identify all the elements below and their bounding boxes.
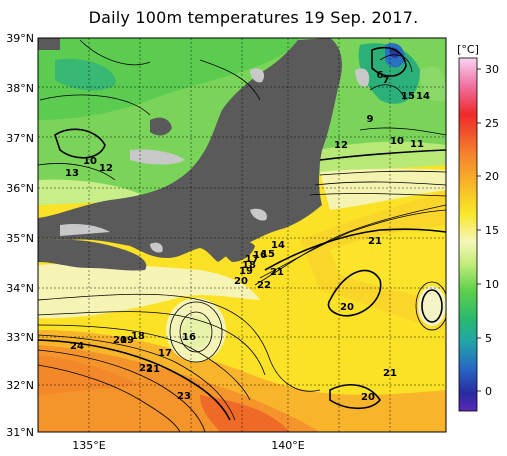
contour-value-labels: 6 7 15 14 9 10 11 12 10 12 13 21 14 15 1… <box>65 70 430 403</box>
contour-label: 12 <box>99 163 113 174</box>
longitude-labels: 135°E 140°E <box>72 439 304 452</box>
lon-label: 135°E <box>72 439 105 452</box>
contour-label: 14 <box>416 91 430 102</box>
contour-label: 11 <box>410 139 424 150</box>
lat-label: 39°N <box>6 32 34 45</box>
colorbar-tick: 10 <box>485 278 499 291</box>
colorbar-tick: 30 <box>485 63 499 76</box>
contour-label: 22 <box>257 280 271 291</box>
colorbar-tick: 25 <box>485 117 499 130</box>
contour-label: 20 <box>113 335 127 346</box>
contour-label: 22 <box>139 363 153 374</box>
colorbar-tick: 5 <box>485 332 492 345</box>
contour-label: 9 <box>367 114 374 125</box>
contour-label: 20 <box>361 392 375 403</box>
contour-label: 18 <box>131 331 145 342</box>
lon-label: 140°E <box>271 439 304 452</box>
contour-label: 21 <box>368 236 382 247</box>
contour-label: 24 <box>70 341 84 352</box>
contour-label: 6 <box>377 70 384 81</box>
land-masses <box>38 38 370 271</box>
contour-label: 21 <box>270 267 284 278</box>
colorbar-scale <box>458 57 478 412</box>
contour-label: 23 <box>177 391 191 402</box>
contour-label: 16 <box>182 332 196 343</box>
map-title: Daily 100m temperatures 19 Sep. 2017. <box>88 8 419 27</box>
lat-label: 33°N <box>6 331 34 344</box>
contour-label: 15 <box>261 249 275 260</box>
contour-label: 17 <box>245 254 259 265</box>
colorbar-unit: [°C] <box>457 43 479 56</box>
colorbar-tick: 20 <box>485 170 499 183</box>
contour-label: 17 <box>158 348 172 359</box>
lat-label: 37°N <box>6 132 34 145</box>
map-frame <box>37 37 447 433</box>
contour-label: 19 <box>120 335 134 346</box>
contour-label: 18 <box>242 260 256 271</box>
contour-label: 20 <box>340 302 354 313</box>
contour-label: 21 <box>383 368 397 379</box>
latitude-labels: 39°N 38°N 37°N 36°N 35°N 34°N 33°N 32°N … <box>6 32 34 439</box>
contour-label: 16 <box>253 250 267 261</box>
contour-label: 12 <box>334 140 348 151</box>
lat-label: 35°N <box>6 232 34 245</box>
colorbar: [°C] 30 25 20 15 10 5 0 <box>457 43 499 412</box>
lat-label: 34°N <box>6 282 34 295</box>
colorbar-tick: 15 <box>485 224 499 237</box>
contour-label: 19 <box>239 266 253 277</box>
lat-label: 31°N <box>6 426 34 439</box>
contour-label: 14 <box>271 240 285 251</box>
contour-label: 7 <box>383 75 390 86</box>
colorbar-tick: 0 <box>485 385 492 398</box>
contour-label: 10 <box>390 136 404 147</box>
contour-label: 10 <box>83 156 97 167</box>
contour-label: 13 <box>65 168 79 179</box>
contour-label: 21 <box>146 364 160 375</box>
contour-label: 20 <box>234 276 248 287</box>
contour-lines <box>38 39 446 432</box>
contour-label: 15 <box>401 91 415 102</box>
lat-label: 32°N <box>6 379 34 392</box>
lat-label: 36°N <box>6 182 34 195</box>
lat-label: 38°N <box>6 82 34 95</box>
